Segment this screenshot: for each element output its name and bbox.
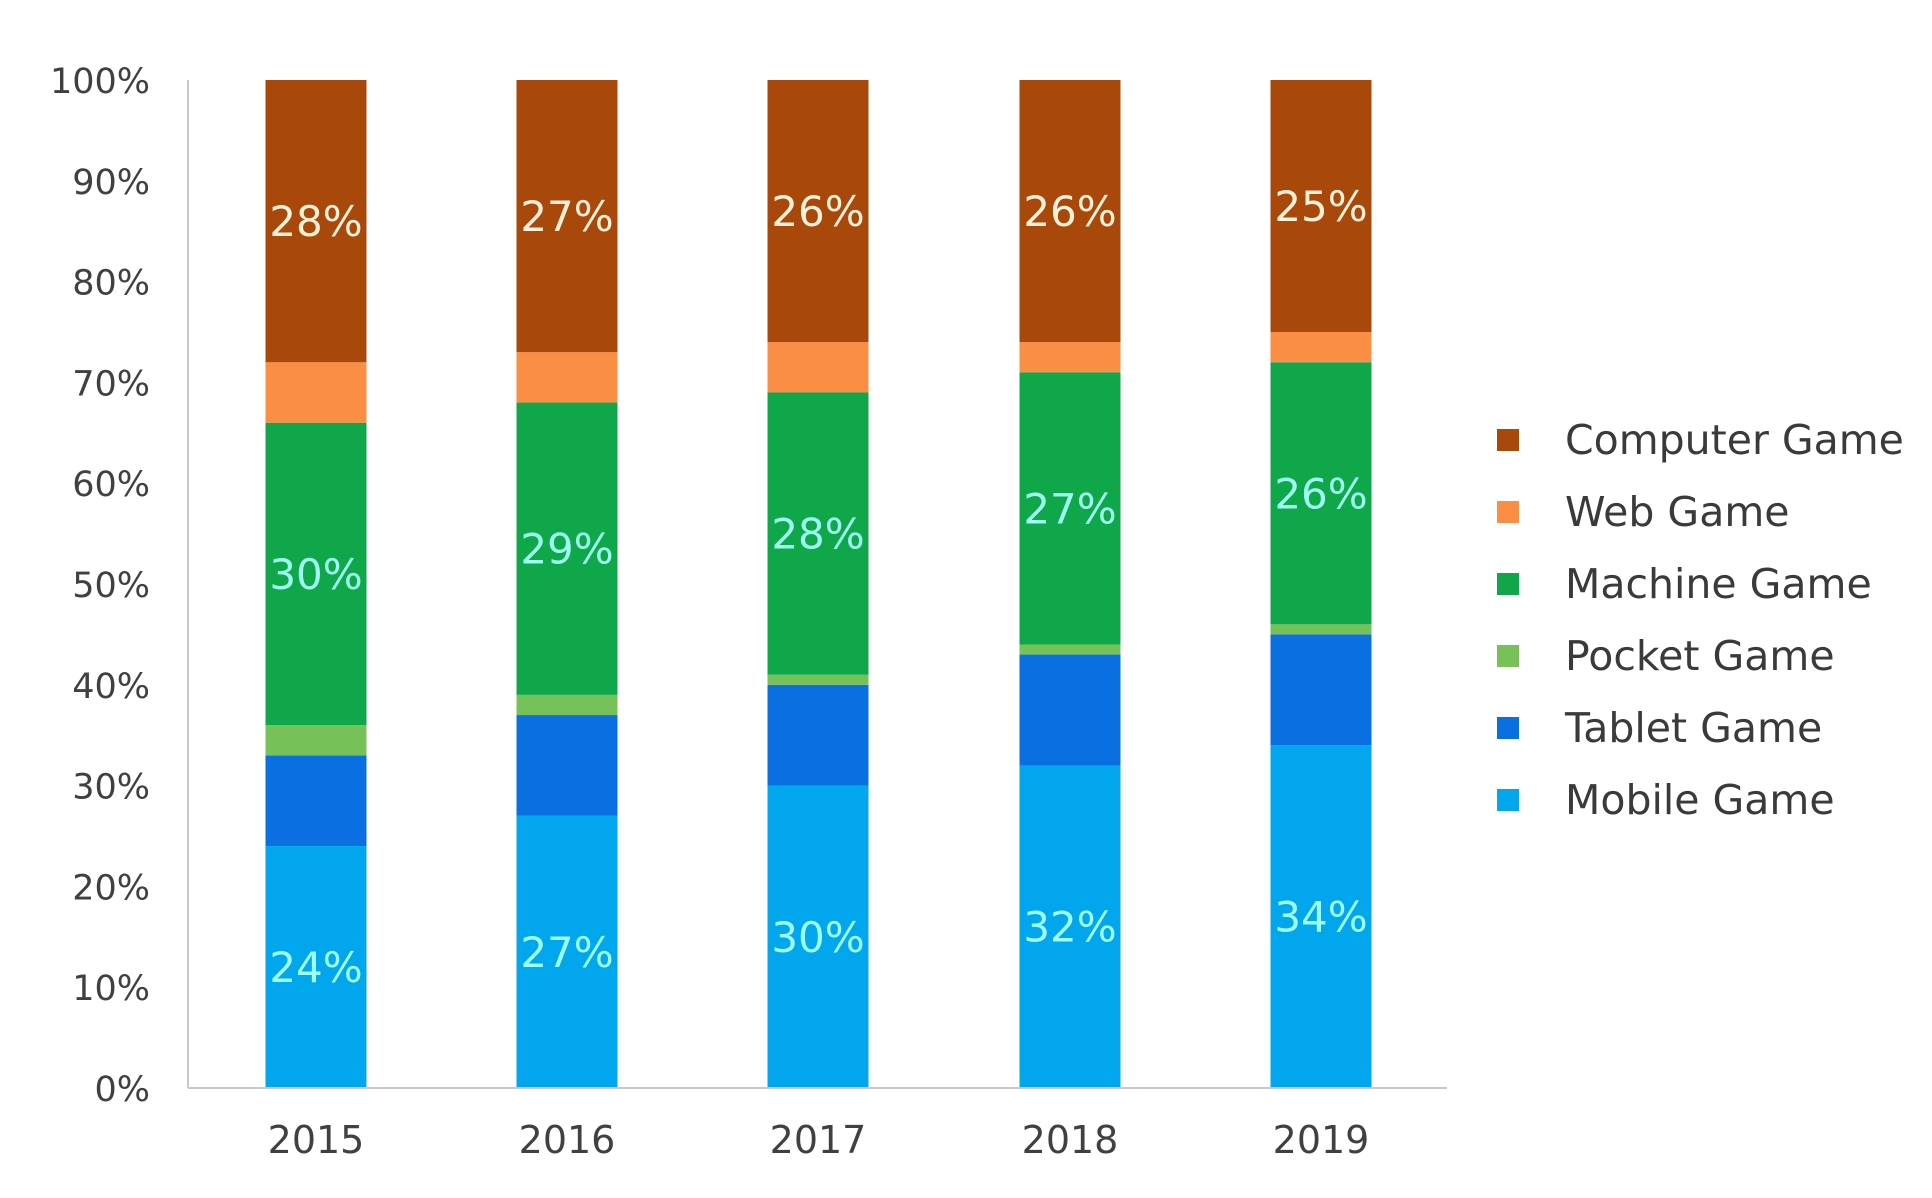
- bar-segment-mobile-game-2018: [1019, 765, 1121, 1088]
- bar-segment-computer-game-2016: [516, 80, 618, 353]
- legend-label-mobile-game: Mobile Game: [1565, 776, 1835, 824]
- y-axis-tick-labels: 0% 10% 20% 30% 40% 50% 60% 70% 80% 90% 100%: [50, 62, 150, 1110]
- data-label-computer-game-2017: 26%: [771, 187, 864, 236]
- bar-segment-mobile-game-2019: [1270, 745, 1372, 1088]
- bar-segment-computer-game-2017: [767, 80, 869, 343]
- data-labels-group: 24% 30% 28% 27% 29% 27% 30% 28% 26% 32% 27% 26% 34% 2…: [269, 182, 1367, 992]
- data-label-computer-game-2018: 26%: [1023, 187, 1116, 236]
- data-label-computer-game-2015: 28%: [269, 197, 362, 246]
- legend-label-machine-game: Machine Game: [1565, 560, 1872, 608]
- y-tick-label-20: 20%: [72, 868, 150, 908]
- legend-swatch-mobile-game: [1497, 789, 1519, 811]
- bar-segment-tablet-game-2017: [767, 684, 869, 786]
- y-tick-label-30: 30%: [72, 768, 150, 808]
- data-label-computer-game-2019: 25%: [1274, 182, 1367, 231]
- x-axis-category-labels: 2015 2016 2017 2018 2019: [268, 1118, 1370, 1162]
- bar-segment-tablet-game-2019: [1270, 634, 1372, 746]
- bar-segment-machine-game-2019: [1270, 362, 1372, 625]
- bar-segment-mobile-game-2016: [516, 815, 618, 1088]
- data-label-mobile-game-2015: 24%: [269, 943, 362, 992]
- bar-segment-machine-game-2017: [767, 392, 869, 675]
- bar-segment-computer-game-2015: [265, 80, 367, 363]
- bar-segment-pocket-game-2018: [1019, 644, 1121, 655]
- bar-segment-machine-game-2015: [265, 422, 367, 726]
- data-label-computer-game-2016: 27%: [520, 192, 613, 241]
- bar-segment-tablet-game-2015: [265, 755, 367, 847]
- bar-segment-mobile-game-2017: [767, 785, 869, 1088]
- x-tick-label-2016: 2016: [519, 1118, 616, 1162]
- y-tick-label-70: 70%: [72, 364, 150, 404]
- data-label-machine-game-2019: 26%: [1274, 469, 1367, 518]
- y-tick-label-90: 90%: [72, 163, 150, 203]
- bar-segment-computer-game-2018: [1019, 80, 1121, 343]
- data-label-mobile-game-2018: 32%: [1023, 903, 1116, 952]
- y-tick-label-50: 50%: [72, 566, 150, 606]
- data-label-machine-game-2016: 29%: [520, 525, 613, 574]
- data-label-machine-game-2018: 27%: [1023, 484, 1116, 533]
- bar-segment-tablet-game-2016: [516, 715, 618, 816]
- bar-segment-machine-game-2018: [1019, 372, 1121, 645]
- bar-segment-tablet-game-2018: [1019, 654, 1121, 766]
- legend: Computer Game Web Game Machine Game Pocket …: [1497, 416, 1904, 824]
- data-label-machine-game-2015: 30%: [269, 550, 362, 599]
- data-label-mobile-game-2016: 27%: [520, 928, 613, 977]
- bar-segment-pocket-game-2019: [1270, 624, 1372, 635]
- bar-segment-pocket-game-2017: [767, 674, 869, 685]
- bar-segment-machine-game-2016: [516, 402, 618, 695]
- x-tick-label-2018: 2018: [1022, 1118, 1119, 1162]
- bar-segment-web-game-2015: [265, 362, 367, 423]
- bar-segment-mobile-game-2015: [265, 846, 367, 1088]
- bar-segment-web-game-2016: [516, 352, 618, 403]
- legend-swatch-tablet-game: [1497, 717, 1519, 739]
- x-tick-label-2019: 2019: [1273, 1118, 1370, 1162]
- y-tick-label-100: 100%: [50, 62, 150, 102]
- bar-segment-pocket-game-2016: [516, 694, 618, 716]
- data-label-machine-game-2017: 28%: [771, 510, 864, 559]
- legend-swatch-machine-game: [1497, 573, 1519, 595]
- legend-label-pocket-game: Pocket Game: [1565, 632, 1835, 680]
- x-tick-label-2015: 2015: [268, 1118, 365, 1162]
- legend-swatch-computer-game: [1497, 429, 1519, 451]
- bar-segment-web-game-2019: [1270, 332, 1372, 363]
- bars-group: [265, 80, 1372, 1088]
- legend-label-tablet-game: Tablet Game: [1564, 704, 1822, 752]
- x-tick-label-2017: 2017: [770, 1118, 867, 1162]
- y-tick-label-10: 10%: [72, 969, 150, 1009]
- y-tick-label-40: 40%: [72, 667, 150, 707]
- bar-segment-web-game-2017: [767, 342, 869, 393]
- legend-swatch-web-game: [1497, 501, 1519, 523]
- legend-swatch-pocket-game: [1497, 645, 1519, 667]
- legend-label-web-game: Web Game: [1565, 488, 1789, 536]
- data-label-mobile-game-2017: 30%: [771, 913, 864, 962]
- bar-segment-computer-game-2019: [1270, 80, 1372, 332]
- axes-group: [187, 80, 1447, 1089]
- y-tick-label-0: 0%: [94, 1070, 150, 1110]
- legend-label-computer-game: Computer Game: [1565, 416, 1904, 464]
- y-tick-label-80: 80%: [72, 264, 150, 304]
- bar-segment-pocket-game-2015: [265, 725, 367, 756]
- y-tick-label-60: 60%: [72, 465, 150, 505]
- bar-segment-web-game-2018: [1019, 342, 1121, 373]
- data-label-mobile-game-2019: 34%: [1274, 893, 1367, 942]
